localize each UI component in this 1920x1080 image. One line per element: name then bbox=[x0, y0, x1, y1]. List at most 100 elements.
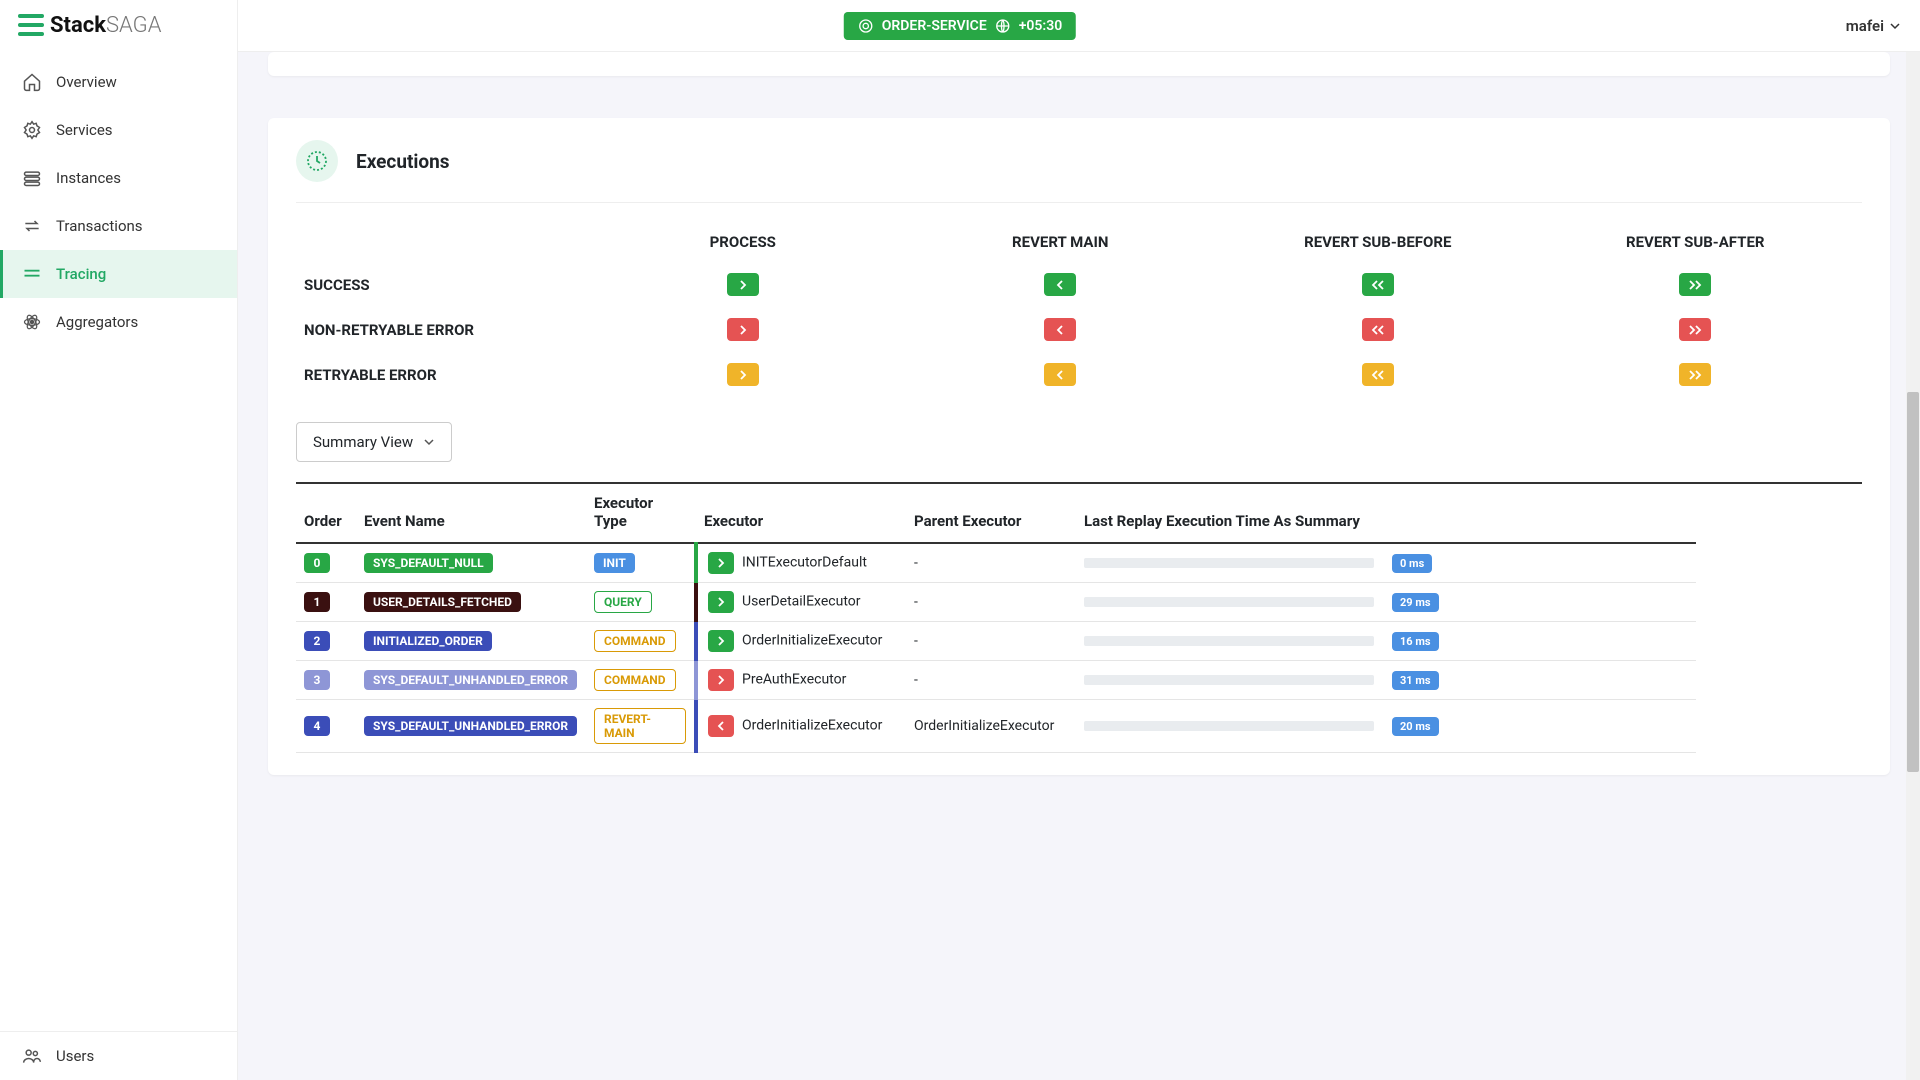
legend-badge bbox=[584, 273, 902, 296]
logo[interactable]: StackSAGA bbox=[0, 0, 237, 50]
event-badge: SYS_DEFAULT_UNHANDLED_ERROR bbox=[364, 716, 577, 736]
table-header: Event Name bbox=[356, 484, 586, 543]
event-badge: SYS_DEFAULT_UNHANDLED_ERROR bbox=[364, 670, 577, 690]
progress-bar bbox=[1084, 558, 1374, 568]
parent-executor: - bbox=[906, 661, 1076, 700]
user-name: mafei bbox=[1846, 17, 1884, 35]
legend-column-header: REVERT SUB-BEFORE bbox=[1219, 233, 1537, 251]
table-row[interactable]: 3 SYS_DEFAULT_UNHANDLED_ERROR COMMAND PreAu… bbox=[296, 661, 1696, 700]
order-badge: 2 bbox=[304, 631, 330, 651]
gear-icon bbox=[22, 120, 42, 140]
exec-direction-icon bbox=[708, 630, 734, 652]
chevron-down-icon bbox=[423, 436, 435, 448]
logo-icon bbox=[18, 12, 44, 38]
sidebar-item-label: Instances bbox=[56, 169, 121, 187]
sidebar-item-label: Overview bbox=[56, 73, 117, 91]
legend-badge bbox=[584, 318, 902, 341]
executor-type-badge: COMMAND bbox=[594, 630, 676, 652]
progress-bar bbox=[1084, 721, 1374, 731]
sidebar: StackSAGA Overview Services Instances Trans… bbox=[0, 0, 238, 1080]
service-name: ORDER-SERVICE bbox=[882, 18, 987, 34]
table-row[interactable]: 1USER_DETAILS_FETCHEDQUERYUserDetailExec… bbox=[296, 583, 1696, 622]
panel-title: Executions bbox=[356, 150, 450, 173]
user-menu[interactable]: mafei bbox=[1846, 17, 1900, 35]
sidebar-item-overview[interactable]: Overview bbox=[0, 58, 237, 106]
executor-type-badge: INIT bbox=[594, 553, 635, 573]
legend-badge bbox=[1219, 273, 1537, 296]
table-header: Executor Type bbox=[586, 484, 696, 543]
executions-panel: Executions PROCESSREVERT MAINREVERT SUB-… bbox=[268, 118, 1890, 775]
table-header: Parent Executor bbox=[906, 484, 1076, 543]
sidebar-item-users[interactable]: Users bbox=[0, 1032, 237, 1080]
scrollbar[interactable] bbox=[1906, 52, 1920, 1080]
legend-badge bbox=[1537, 363, 1855, 386]
nav-footer: Users bbox=[0, 1031, 237, 1080]
table-row[interactable]: 4 SYS_DEFAULT_UNHANDLED_ERROR REVERT-MAIN O… bbox=[296, 700, 1696, 753]
legend-column-header: PROCESS bbox=[584, 233, 902, 251]
target-icon bbox=[858, 18, 874, 34]
atom-icon bbox=[22, 312, 42, 332]
time-badge: 29 ms bbox=[1392, 593, 1439, 612]
main: ORDER-SERVICE +05:30 mafei Executions bbox=[238, 0, 1920, 1080]
table-header: Executor bbox=[696, 484, 906, 543]
exec-direction-icon bbox=[708, 591, 734, 613]
sidebar-item-label: Transactions bbox=[56, 217, 143, 235]
order-badge: 4 bbox=[304, 716, 330, 736]
parent-executor: - bbox=[906, 622, 1076, 661]
parent-executor: - bbox=[906, 543, 1076, 583]
sidebar-item-label: Users bbox=[56, 1047, 94, 1065]
sidebar-item-label: Aggregators bbox=[56, 313, 138, 331]
order-badge: 3 bbox=[304, 670, 330, 690]
nav: Overview Services Instances Transactions Tra… bbox=[0, 50, 237, 1031]
sidebar-item-tracing[interactable]: Tracing bbox=[0, 250, 237, 298]
sidebar-item-label: Tracing bbox=[56, 265, 106, 283]
order-badge: 1 bbox=[304, 592, 330, 612]
legend-badge bbox=[1537, 318, 1855, 341]
topbar: ORDER-SERVICE +05:30 mafei bbox=[238, 0, 1920, 52]
sidebar-item-instances[interactable]: Instances bbox=[0, 154, 237, 202]
executor-type-badge: REVERT-MAIN bbox=[594, 708, 686, 744]
table-wrap[interactable]: OrderEvent NameExecutor TypeExecutorPare… bbox=[296, 482, 1862, 753]
time-badge: 0 ms bbox=[1392, 554, 1432, 573]
legend-badge bbox=[1537, 273, 1855, 296]
view-select-label: Summary View bbox=[313, 433, 413, 451]
view-select[interactable]: Summary View bbox=[296, 422, 452, 462]
sidebar-item-aggregators[interactable]: Aggregators bbox=[0, 298, 237, 346]
clock-icon bbox=[296, 140, 338, 182]
executor-type-badge: COMMAND bbox=[594, 669, 676, 691]
stack-icon bbox=[22, 168, 42, 188]
parent-executor: OrderInitializeExecutor bbox=[906, 700, 1076, 753]
globe-icon bbox=[995, 18, 1011, 34]
legend-column-header: REVERT SUB-AFTER bbox=[1537, 233, 1855, 251]
exec-direction-icon bbox=[708, 669, 734, 691]
executor-name: OrderInitializeExecutor bbox=[742, 718, 882, 734]
order-badge: 0 bbox=[304, 553, 330, 573]
executions-table: OrderEvent NameExecutor TypeExecutorPare… bbox=[296, 484, 1696, 753]
executor-name: PreAuthExecutor bbox=[742, 672, 846, 688]
panel-header: Executions bbox=[296, 140, 1862, 203]
legend-row-label: RETRYABLE ERROR bbox=[304, 366, 584, 384]
logo-text: StackSAGA bbox=[50, 13, 161, 38]
executor-type-badge: QUERY bbox=[594, 591, 652, 613]
progress-bar bbox=[1084, 597, 1374, 607]
panel-stub bbox=[268, 52, 1890, 76]
sidebar-item-services[interactable]: Services bbox=[0, 106, 237, 154]
table-row[interactable]: 0SYS_DEFAULT_NULLINITINITExecutorDefault… bbox=[296, 543, 1696, 583]
swap-icon bbox=[22, 216, 42, 236]
time-badge: 16 ms bbox=[1392, 632, 1439, 651]
time-badge: 31 ms bbox=[1392, 671, 1439, 690]
legend-badge bbox=[902, 363, 1220, 386]
timezone: +05:30 bbox=[1019, 18, 1063, 34]
table-row[interactable]: 2INITIALIZED_ORDERCOMMANDOrderInitialize… bbox=[296, 622, 1696, 661]
sidebar-item-label: Services bbox=[56, 121, 113, 139]
chevron-down-icon bbox=[1890, 21, 1900, 31]
sidebar-item-transactions[interactable]: Transactions bbox=[0, 202, 237, 250]
legend-badge bbox=[902, 273, 1220, 296]
time-badge: 20 ms bbox=[1392, 717, 1439, 736]
service-tag[interactable]: ORDER-SERVICE +05:30 bbox=[844, 12, 1076, 40]
executor-name: INITExecutorDefault bbox=[742, 555, 867, 571]
legend-row-label: NON-RETRYABLE ERROR bbox=[304, 321, 584, 339]
legend-row-label: SUCCESS bbox=[304, 276, 584, 294]
home-icon bbox=[22, 72, 42, 92]
executor-name: UserDetailExecutor bbox=[742, 594, 861, 610]
